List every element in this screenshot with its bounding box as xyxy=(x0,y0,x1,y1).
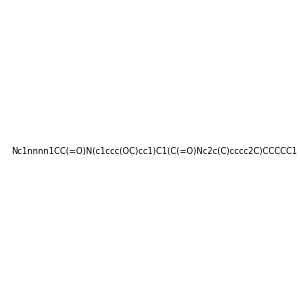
Text: Nc1nnnn1CC(=O)N(c1ccc(OC)cc1)C1(C(=O)Nc2c(C)cccc2C)CCCCC1: Nc1nnnn1CC(=O)N(c1ccc(OC)cc1)C1(C(=O)Nc2… xyxy=(11,147,297,156)
